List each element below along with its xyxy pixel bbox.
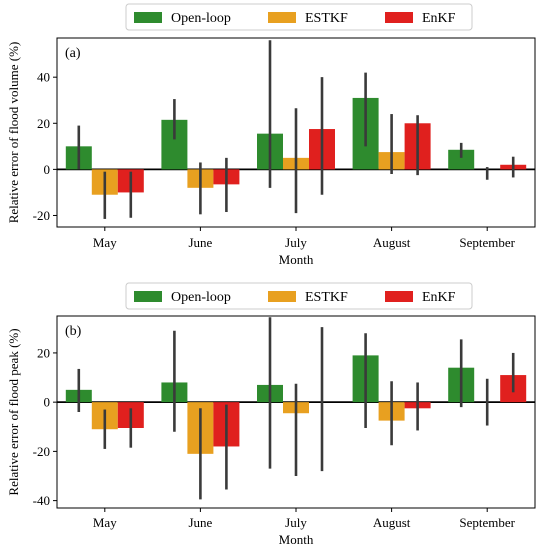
x-tick-label: August [373,515,411,530]
x-tick-label: June [188,235,212,250]
chart-panel-a: -20 0 20 40 May June July August September Month R… [6,3,536,267]
legend-label: EnKF [422,290,456,305]
x-axis-label: Month [279,252,314,267]
x-tick-label: August [373,235,411,250]
y-axis-label: Relative error of flood peak (%) [6,328,21,495]
legend-swatch-estkf [268,12,296,23]
legend-swatch-enkf [385,291,413,302]
bar-open_loop-september [448,149,475,170]
legend-box [125,3,473,31]
legend-label: ESTKF [305,290,348,305]
legend: Open-loop ESTKF EnKF [125,282,473,310]
x-tick-label: July [285,235,307,250]
x-tick-label: September [459,515,515,530]
panel-label: (b) [65,324,82,339]
x-tick-label: June [188,515,212,530]
legend-label: Open-loop [171,11,231,26]
legend-swatch-enkf [385,12,413,23]
legend-label: EnKF [422,11,456,26]
legend-label: Open-loop [171,290,231,305]
y-tick-label: -40 [33,493,50,508]
legend-label: ESTKF [305,11,348,26]
chart-panel-b: -40 -20 0 20 May June July August September Month… [6,282,536,547]
x-tick-label: September [459,235,515,250]
y-axis-label: Relative error of flood volume (%) [6,42,21,224]
x-tick-label: July [285,515,307,530]
legend-swatch-open_loop [134,291,162,302]
y-tick-label: 0 [44,162,51,177]
y-tick-label: -20 [33,444,50,459]
y-tick-label: 20 [37,345,50,360]
x-tick-label: May [93,235,117,250]
legend-box [125,282,473,310]
legend-swatch-estkf [268,291,296,302]
y-tick-label: 20 [37,116,50,131]
y-tick-label: -20 [33,208,50,223]
legend-swatch-open_loop [134,12,162,23]
x-tick-label: May [93,515,117,530]
y-tick-label: 0 [44,395,51,410]
x-axis-label: Month [279,532,314,547]
panel-label: (a) [65,46,81,61]
y-tick-label: 40 [37,70,50,85]
legend: Open-loop ESTKF EnKF [125,3,473,31]
